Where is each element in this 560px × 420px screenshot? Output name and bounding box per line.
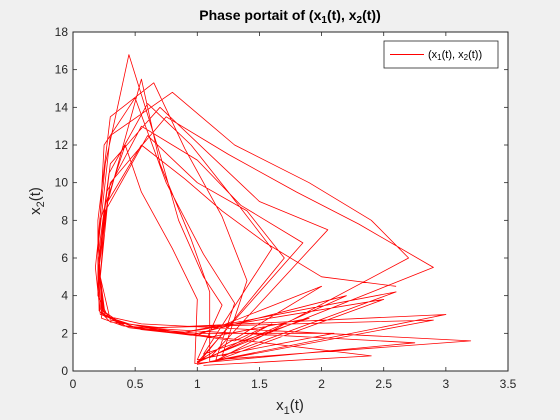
y-tick-label: 14 <box>55 100 69 114</box>
legend-entry: (x1(t), x2(t)) <box>428 49 482 62</box>
plot-clip <box>94 54 472 366</box>
x-axis-label: x1(t) <box>276 397 304 417</box>
y-tick-label: 8 <box>61 213 68 227</box>
x-tick-label: 0 <box>70 377 77 391</box>
y-tick-label: 16 <box>55 63 69 77</box>
y-tick-label: 4 <box>61 289 68 303</box>
x-tick-label: 3 <box>443 377 450 391</box>
y-tick-label: 2 <box>61 326 68 340</box>
plot-area <box>73 32 508 371</box>
y-tick-label: 10 <box>55 176 69 190</box>
x-tick-label: 1.5 <box>251 377 268 391</box>
y-tick-label: 12 <box>55 138 69 152</box>
series-layer <box>94 54 472 366</box>
plot-frame <box>72 31 509 372</box>
x-tick-label: 3.5 <box>500 377 517 391</box>
x-tick-label: 1 <box>194 377 201 391</box>
x-tick-label: 2 <box>318 377 325 391</box>
y-tick-label: 0 <box>61 364 68 378</box>
chart-title: Phase portait of (x1(t), x2(t)) <box>199 7 380 26</box>
series-line-0 <box>94 54 472 366</box>
y-tick-label: 18 <box>55 25 69 39</box>
y-axis: 0 2 4 6 8 10 12 14 16 18 <box>55 25 508 378</box>
x-tick-label: 2.5 <box>375 377 392 391</box>
legend: (x1(t), x2(t)) <box>383 40 499 69</box>
x-tick-label: 0.5 <box>127 377 144 391</box>
y-axis-label: x2(t) <box>27 187 47 215</box>
y-tick-label: 6 <box>61 251 68 265</box>
x-axis: 0 0.5 1 1.5 2 2.5 3 3.5 <box>70 32 517 391</box>
